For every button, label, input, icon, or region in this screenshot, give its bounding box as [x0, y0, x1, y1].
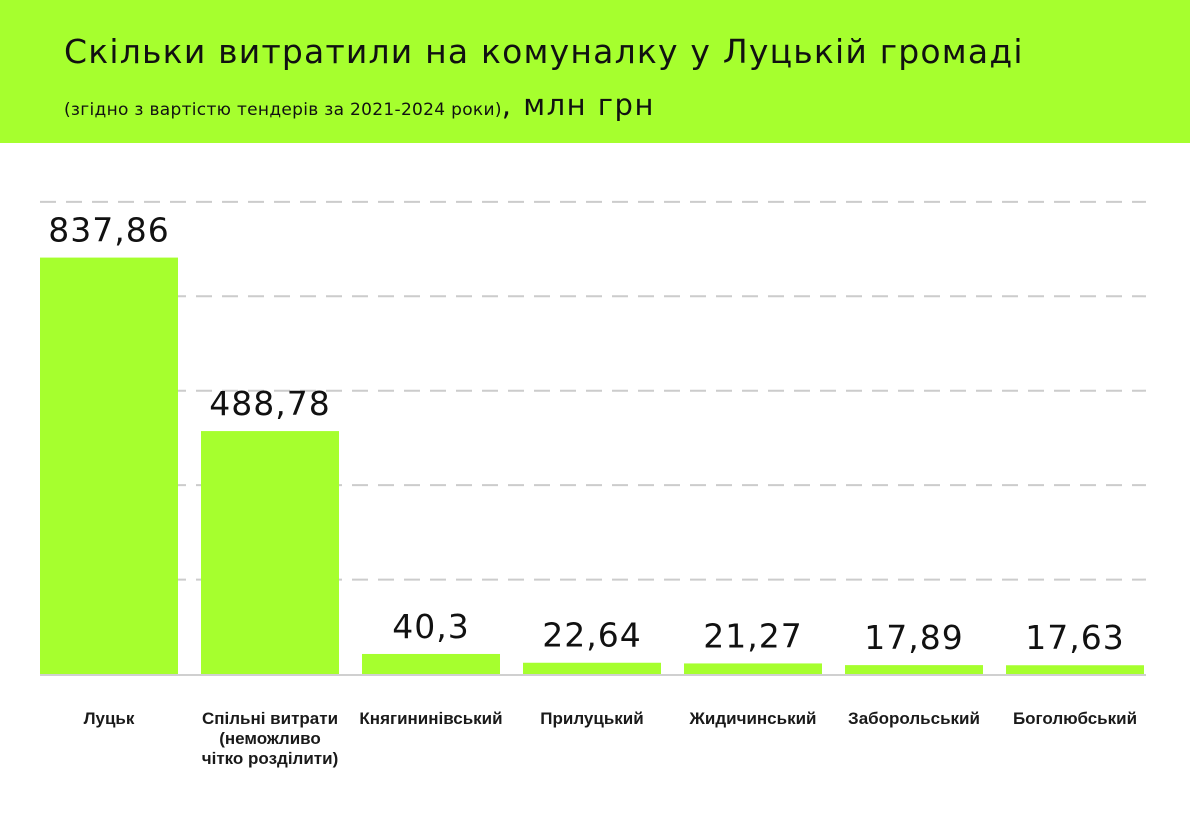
category-label-line: Княгининівський: [359, 709, 502, 728]
bar: [845, 665, 983, 674]
category-label-line: Спільні витрати: [202, 709, 338, 728]
value-label: 40,3: [392, 607, 469, 646]
category-label: Луцьк: [84, 709, 135, 728]
value-label: 22,64: [542, 616, 641, 655]
value-label: 488,78: [209, 384, 330, 423]
category-label-line: (неможливо: [219, 729, 321, 748]
chart-title: Скільки витратили на комуналку у Луцькій…: [64, 32, 1024, 71]
category-label-line: Заборольський: [848, 709, 980, 728]
category-label-line: Жидичинський: [689, 709, 817, 728]
value-label: 17,89: [864, 618, 963, 657]
title-banner: Скільки витратили на комуналку у Луцькій…: [0, 0, 1190, 143]
category-label: Княгининівський: [359, 709, 502, 728]
bar: [1006, 665, 1144, 674]
bar: [523, 662, 661, 674]
value-label: 17,63: [1025, 618, 1124, 657]
value-label: 21,27: [703, 616, 802, 655]
bar: [684, 663, 822, 674]
category-label-line: чітко розділити): [202, 749, 339, 768]
category-label: Жидичинський: [689, 709, 817, 728]
category-label: Прилуцький: [540, 709, 643, 728]
category-label: Боголюбський: [1013, 709, 1137, 728]
bar: [40, 257, 178, 674]
bar: [362, 653, 500, 674]
category-label-line: Прилуцький: [540, 709, 643, 728]
chart-subtitle: (згідно з вартістю тендерів за 2021-2024…: [64, 100, 502, 120]
unit-label: , млн грн: [501, 88, 655, 122]
bar: [201, 431, 339, 674]
category-label: Спільні витрати (неможливо чітко розділити…: [202, 709, 339, 768]
subtitle-line: (згідно з вартістю тендерів за 2021-2024…: [64, 88, 655, 122]
category-label-line: Луцьк: [84, 709, 135, 728]
category-label: Заборольський: [848, 709, 980, 728]
value-label: 837,86: [48, 211, 169, 250]
category-label-line: Боголюбський: [1013, 709, 1137, 728]
